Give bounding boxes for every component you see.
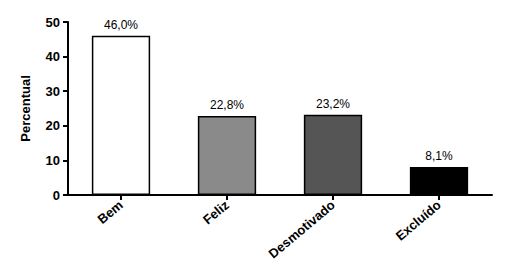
svg-text:Feliz: Feliz bbox=[200, 197, 232, 227]
svg-text:Desmotivado: Desmotivado bbox=[266, 197, 338, 261]
svg-text:30: 30 bbox=[46, 84, 60, 99]
svg-text:22,8%: 22,8% bbox=[210, 98, 244, 112]
svg-text:23,2%: 23,2% bbox=[316, 97, 350, 111]
svg-text:20: 20 bbox=[46, 118, 60, 133]
svg-text:Excluído: Excluído bbox=[393, 197, 444, 243]
svg-text:Bem: Bem bbox=[95, 197, 126, 227]
svg-text:0: 0 bbox=[53, 188, 60, 203]
svg-text:10: 10 bbox=[46, 153, 60, 168]
svg-text:40: 40 bbox=[46, 49, 60, 64]
svg-text:8,1%: 8,1% bbox=[425, 149, 453, 163]
svg-text:Percentual: Percentual bbox=[18, 75, 33, 141]
svg-text:50: 50 bbox=[46, 15, 60, 30]
svg-text:46,0%: 46,0% bbox=[104, 18, 138, 32]
